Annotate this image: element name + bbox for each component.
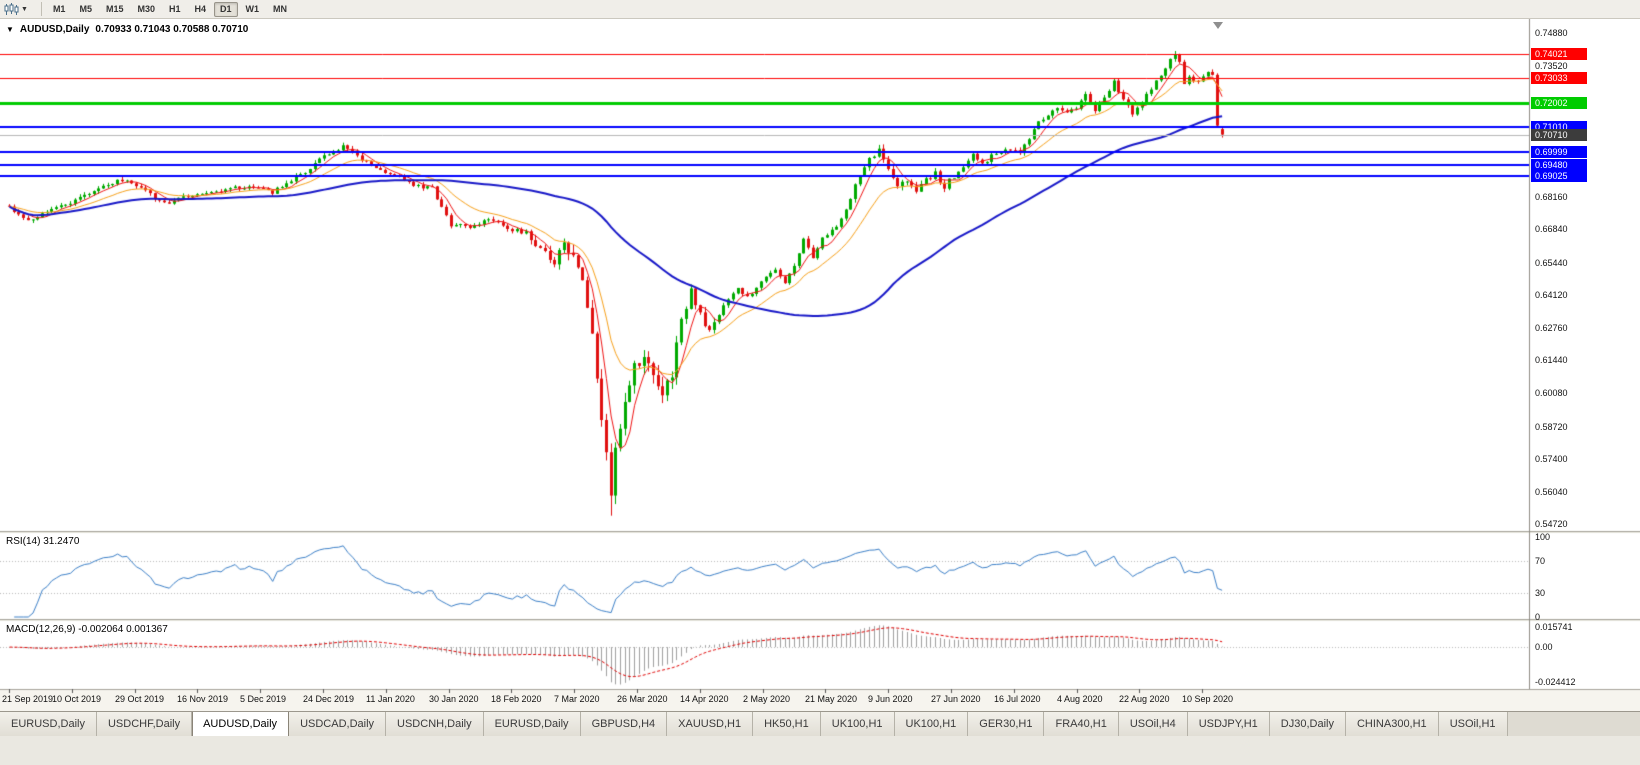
time-axis-label: 16 Nov 2019 (177, 694, 229, 704)
chart-tab-usdcad-daily[interactable]: USDCAD,Daily (289, 712, 387, 736)
timeframe-button-m1[interactable]: M1 (52, 3, 66, 14)
time-axis-label: 9 Jun 2020 (868, 694, 913, 704)
price-axis-label: 0.54720 (1535, 518, 1568, 529)
time-axis-label: 24 Dec 2019 (303, 694, 355, 704)
rsi-axis-label: 100 (1535, 532, 1551, 542)
price-axis-label: 0.68160 (1535, 191, 1568, 202)
ohlc-values: 0.70933 0.71043 0.70588 0.70710 (95, 24, 249, 35)
timeframe-button-h1[interactable]: H1 (169, 3, 181, 14)
chart-tab-audusd-daily[interactable]: AUDUSD,Daily (192, 712, 290, 736)
time-axis-label: 5 Dec 2019 (240, 694, 287, 704)
price-axis-label: 0.58720 (1535, 421, 1568, 432)
price-axis[interactable]: 0.74880 0.73520 0.68160 0.66840 0.65440 0.641… (1530, 19, 1640, 711)
chart-tab-usdjpy-h1[interactable]: USDJPY,H1 (1187, 712, 1270, 736)
timeframe-button-d1[interactable]: D1 (214, 1, 238, 17)
symbol-title: AUDUSD,Daily (19, 24, 90, 35)
price-axis-label: 0.65440 (1535, 257, 1568, 268)
time-axis-label: 16 Jul 2020 (994, 694, 1041, 704)
time-axis-label: 27 Jun 2020 (931, 694, 981, 704)
time-axis-label: 26 Mar 2020 (617, 694, 668, 704)
time-axis-label: 18 Feb 2020 (491, 694, 542, 704)
time-axis-label: 11 Jan 2020 (366, 694, 415, 704)
chart-tab-xauusd-h1[interactable]: XAUUSD,H1 (667, 712, 754, 736)
chart-tab-uk100-h1[interactable]: UK100,H1 (894, 712, 969, 736)
price-level-badge: 0.72002 (1531, 97, 1587, 109)
window-footer (0, 736, 1640, 765)
chart-tab-china300-h1[interactable]: CHINA300,H1 (1345, 712, 1439, 736)
chart-tab-usdcnh-daily[interactable]: USDCNH,Daily (386, 712, 484, 736)
time-axis-label: 21 Sep 2019 (2, 694, 54, 704)
chart-area: ▼ AUDUSD,Daily 0.70933 0.71043 0.70588 0… (0, 19, 1640, 711)
time-axis-label: 21 May 2020 (805, 694, 858, 704)
macd-axis-label: 0.015741 (1535, 622, 1573, 632)
rsi-axis-label: 70 (1535, 556, 1546, 566)
rsi-indicator-label: RSI(14) 31.2470 (6, 536, 80, 547)
candlestick-glyph (4, 2, 19, 15)
macd-indicator-label: MACD(12,26,9) -0.002064 0.001367 (6, 624, 168, 635)
time-axis-label: 7 Mar 2020 (554, 694, 600, 704)
chart-tab-ger30-h1[interactable]: GER30,H1 (968, 712, 1045, 736)
chart-tab-dj30-daily[interactable]: DJ30,Daily (1269, 712, 1346, 736)
chart-tab-usdchf-daily[interactable]: USDCHF,Daily (96, 712, 193, 736)
price-axis-label: 0.60080 (1535, 388, 1568, 399)
chart-tab-usoil-h1[interactable]: USOil,H1 (1438, 712, 1508, 736)
time-axis-label: 14 Apr 2020 (680, 694, 729, 704)
price-level-badge: 0.69025 (1531, 170, 1587, 182)
price-chart-canvas[interactable] (0, 19, 1640, 711)
chart-tab-eurusd-daily[interactable]: EURUSD,Daily (0, 712, 97, 736)
price-axis-label: 0.64120 (1535, 290, 1568, 301)
price-axis-label: 0.57400 (1535, 453, 1568, 464)
macd-axis-label: -0.024412 (1535, 677, 1576, 687)
price-axis-label: 0.74880 (1535, 28, 1568, 38)
collapse-triangle-icon[interactable]: ▼ (6, 24, 14, 34)
price-level-badge: 0.73033 (1531, 72, 1587, 84)
chart-tab-fra40-h1[interactable]: FRA40,H1 (1044, 712, 1119, 736)
rsi-axis-label: 0 (1535, 612, 1541, 622)
time-axis-label: 22 Aug 2020 (1119, 694, 1170, 704)
chart-tab-eurusd-daily[interactable]: EURUSD,Daily (483, 712, 581, 736)
time-axis-label: 30 Jan 2020 (429, 694, 479, 704)
time-axis-label: 10 Oct 2019 (52, 694, 102, 704)
time-axis-label: 29 Oct 2019 (115, 694, 165, 704)
price-axis-label: 0.61440 (1535, 355, 1568, 366)
price-axis-label: 0.62760 (1535, 323, 1568, 334)
current-price-badge: 0.70710 (1531, 129, 1587, 141)
price-level-badge: 0.69480 (1531, 159, 1587, 171)
time-axis[interactable]: 21 Sep 2019 10 Oct 2019 29 Oct 2019 16 Nov … (0, 691, 1530, 711)
time-axis-label: 2 May 2020 (743, 694, 791, 704)
timeframe-toolbar: ▼ M1 M5 M15 M30 H1 H4 D1 W1 MN (0, 0, 1640, 19)
timeframe-button-m30[interactable]: M30 (137, 3, 155, 14)
price-level-badge: 0.69999 (1531, 146, 1587, 158)
chart-tab-hk50-h1[interactable]: HK50,H1 (753, 712, 821, 736)
chart-tab-usoil-h4[interactable]: USOil,H4 (1118, 712, 1188, 736)
toolbar-separator (40, 2, 42, 16)
price-level-badge: 0.74021 (1531, 48, 1587, 60)
chart-tab-gbpusd-h4[interactable]: GBPUSD,H4 (580, 712, 668, 736)
dropdown-caret-icon: ▼ (21, 5, 28, 13)
timeframe-button-m15[interactable]: M15 (105, 3, 124, 14)
price-axis-label: 0.73520 (1535, 61, 1568, 72)
chart-symbol-header: ▼ AUDUSD,Daily 0.70933 0.71043 0.70588 0… (6, 24, 248, 35)
price-axis-label: 0.66840 (1535, 223, 1568, 234)
timeframe-buttons: M1 M5 M15 M30 H1 H4 D1 W1 MN (47, 1, 295, 17)
rsi-axis-label: 30 (1535, 588, 1546, 598)
chart-type-icon[interactable]: ▼ (4, 2, 28, 16)
time-axis-label: 10 Sep 2020 (1182, 694, 1234, 704)
price-axis-label: 0.56040 (1535, 486, 1568, 497)
time-axis-label: 4 Aug 2020 (1057, 694, 1103, 704)
timeframe-button-h4[interactable]: H4 (194, 3, 207, 14)
timeframe-button-w1[interactable]: W1 (245, 3, 260, 14)
macd-axis-label: 0.00 (1535, 642, 1553, 653)
timeframe-button-mn[interactable]: MN (273, 3, 288, 14)
timeframe-button-m5[interactable]: M5 (79, 3, 92, 14)
chart-tab-uk100-h1[interactable]: UK100,H1 (820, 712, 895, 736)
chart-shift-marker[interactable] (1213, 22, 1223, 29)
chart-tabs-bar: EURUSD,Daily USDCHF,Daily AUDUSD,Daily USDC… (0, 711, 1640, 736)
